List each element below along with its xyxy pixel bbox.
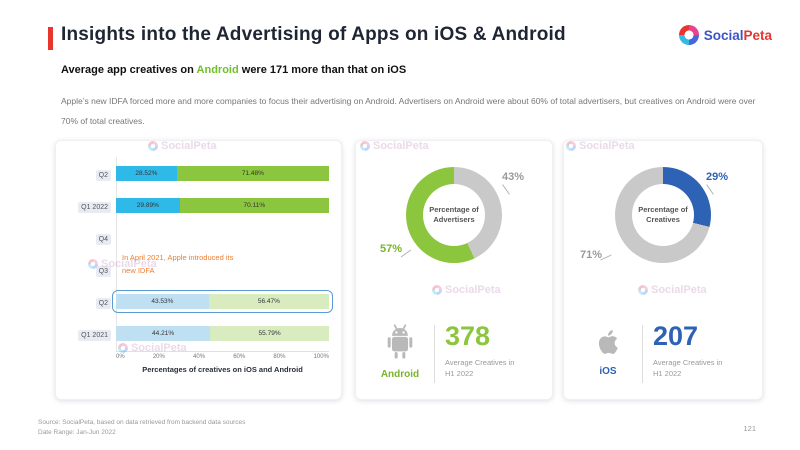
stacked-bar-chart: Q2 28.52% 71.48% Q1 2022 29.89% 70.11% Q4 Q3 Q2 4… bbox=[68, 157, 333, 349]
advertisers-card: Percentage of Advertisers 43% 57% bbox=[355, 140, 553, 400]
ios-stat-value-column: 207 Average Creatives in H1 2022 bbox=[653, 323, 722, 380]
x-axis-tick: 40% bbox=[193, 354, 206, 360]
bar-category-label: Q4 bbox=[95, 234, 111, 245]
x-axis-tick: 100% bbox=[313, 354, 329, 360]
bar-segments: 43.53% 56.47% bbox=[112, 289, 333, 313]
bar-segment: 71.48% bbox=[176, 165, 329, 181]
bar-row: Q2 28.52% 71.48% bbox=[68, 157, 329, 189]
y-axis-line bbox=[116, 157, 117, 351]
bar-category-label: Q2 bbox=[95, 170, 111, 181]
bar-row: Q4 bbox=[68, 221, 329, 253]
creatives-other-share-label: 71% bbox=[580, 249, 603, 261]
idfa-annotation: In April 2021, Apple introduced its new … bbox=[122, 253, 234, 276]
bar-category-label: Q1 2021 bbox=[78, 330, 111, 341]
android-stat-value-column: 378 Average Creatives in H1 2022 bbox=[445, 323, 514, 380]
creatives-ios-share-label: 29% bbox=[705, 171, 728, 183]
x-axis-tick: 20% bbox=[152, 354, 165, 360]
ios-stat-icon-column: iOS bbox=[580, 323, 636, 377]
socialpeta-logo-icon bbox=[678, 25, 699, 45]
stat-divider bbox=[642, 325, 643, 383]
stat-divider bbox=[434, 325, 435, 383]
bar-category-label: Q1 2022 bbox=[78, 202, 111, 213]
creatives-donut-center-label: Percentage of Creatives bbox=[632, 184, 694, 246]
key-finding-headline: Average app creatives on Android were 17… bbox=[61, 64, 407, 76]
advertisers-ios-share-label: 43% bbox=[501, 171, 524, 183]
page-number: 121 bbox=[743, 424, 756, 433]
bar-segment: 44.21% bbox=[116, 325, 211, 341]
x-axis-title: Percentages of creatives on iOS and Andr… bbox=[142, 365, 303, 374]
bar-segment: 29.89% bbox=[116, 197, 180, 213]
bar-segments: 29.89% 70.11% bbox=[116, 197, 329, 213]
intro-paragraph: Apple’s new IDFA forced more and more co… bbox=[61, 96, 756, 126]
x-axis-tick: 80% bbox=[273, 354, 286, 360]
bar-segments: 44.21% 55.79% bbox=[116, 325, 329, 341]
socialpeta-logo-text: SocialPeta bbox=[703, 27, 772, 43]
advertisers-donut-center-label: Percentage of Advertisers bbox=[423, 184, 485, 246]
advertisers-android-share-label: 57% bbox=[380, 243, 403, 255]
ios-platform-label: iOS bbox=[599, 366, 617, 377]
bar-segment: 55.79% bbox=[210, 325, 329, 341]
x-axis-tick: 60% bbox=[233, 354, 246, 360]
android-avg-creatives-value: 378 bbox=[445, 321, 491, 351]
creatives-donut-chart: Percentage of Creatives bbox=[615, 167, 711, 263]
socialpeta-logo: SocialPeta bbox=[678, 25, 772, 45]
callout-leader-line bbox=[502, 184, 510, 195]
ios-avg-creatives-caption: Average Creatives in H1 2022 bbox=[653, 358, 723, 379]
bar-segments: 28.52% 71.48% bbox=[116, 165, 329, 181]
bar-segment: 70.11% bbox=[179, 197, 329, 213]
callout-leader-line bbox=[600, 254, 612, 261]
x-axis-tick: 0% bbox=[116, 354, 125, 360]
android-highlight: Android bbox=[196, 64, 239, 76]
android-stat-icon-column: Android bbox=[372, 323, 428, 380]
android-platform-label: Android bbox=[380, 369, 420, 380]
date-range-line: Date Range: Jan-Jun 2022 bbox=[38, 429, 116, 437]
creatives-share-chart-card: Q2 28.52% 71.48% Q1 2022 29.89% 70.11% Q4 Q3 Q2 4… bbox=[55, 140, 342, 400]
android-avg-creatives-stat: Android 378 Average Creatives in H1 2022 bbox=[372, 323, 544, 383]
bar-category-label: Q3 bbox=[95, 266, 111, 277]
bar-segments bbox=[116, 230, 329, 245]
apple-icon bbox=[598, 330, 618, 354]
bar-segment: 43.53% bbox=[116, 293, 209, 309]
bar-row: Q1 2021 44.21% 55.79% bbox=[68, 317, 329, 349]
bar-segment: 56.47% bbox=[208, 293, 329, 309]
x-axis-ticks: 0% 20% 40% 60% 80% 100% bbox=[116, 351, 329, 360]
source-line: Source: SocialPeta, based on data retrie… bbox=[38, 419, 246, 426]
advertisers-donut-chart: Percentage of Advertisers bbox=[406, 167, 502, 263]
page-title: Insights into the Advertising of Apps on… bbox=[61, 24, 566, 45]
bar-category-label: Q2 bbox=[95, 298, 111, 309]
bar-row: Q2 43.53% 56.47% bbox=[68, 285, 333, 317]
footer-source: Source: SocialPeta, based on data retrie… bbox=[38, 418, 245, 439]
title-accent-bar bbox=[48, 27, 53, 50]
creatives-card: Percentage of Creatives 29% 71% iOS 207 … bbox=[563, 140, 763, 400]
android-icon bbox=[387, 324, 413, 359]
ios-avg-creatives-stat: iOS 207 Average Creatives in H1 2022 bbox=[580, 323, 754, 383]
bar-segment: 28.52% bbox=[116, 165, 177, 181]
ios-avg-creatives-value: 207 bbox=[653, 321, 699, 351]
bar-row: Q3 bbox=[68, 253, 329, 285]
bar-row: Q1 2022 29.89% 70.11% bbox=[68, 189, 329, 221]
android-avg-creatives-caption: Average Creatives in H1 2022 bbox=[445, 358, 515, 379]
